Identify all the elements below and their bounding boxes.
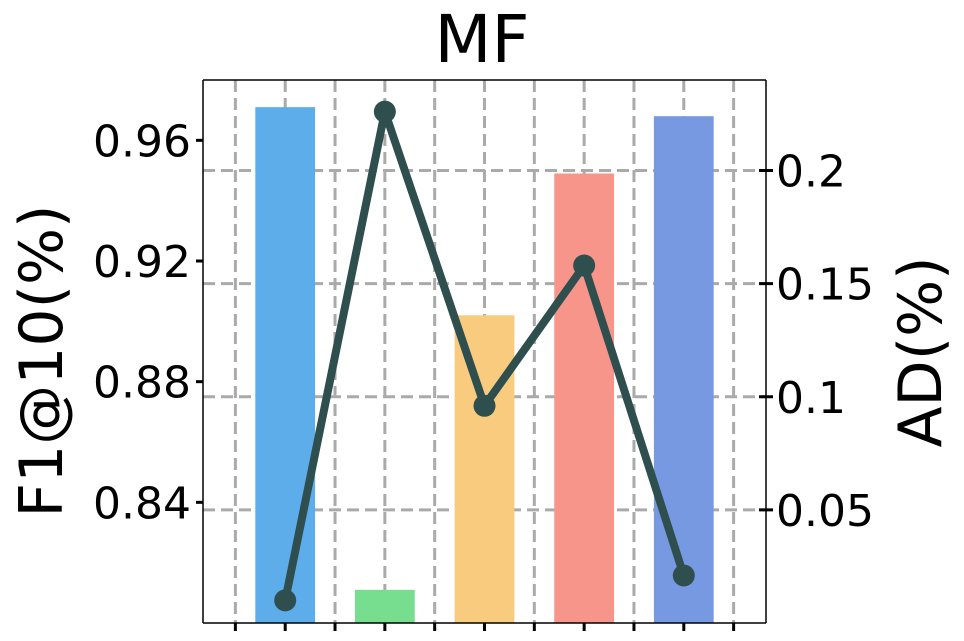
line-point bbox=[373, 100, 396, 123]
line-series bbox=[274, 100, 695, 612]
bar bbox=[653, 116, 714, 623]
line-point bbox=[573, 254, 596, 277]
y-tick-label: 0.84 bbox=[93, 478, 191, 529]
left-ticks: 0.84 0.88 0.92 0.96 bbox=[93, 116, 203, 529]
bottom-ticks bbox=[233, 623, 736, 631]
y2-tick-label: 0.2 bbox=[776, 147, 846, 198]
y2-tick-label: 0.05 bbox=[776, 486, 874, 537]
y-tick-label: 0.88 bbox=[93, 358, 191, 409]
y2-tick-label: 0.15 bbox=[776, 260, 874, 311]
y-tick-label: 0.92 bbox=[93, 237, 191, 288]
chart-title: MF bbox=[435, 1, 530, 78]
line-point bbox=[473, 394, 496, 417]
y-axis-label: F1@10(%) bbox=[7, 205, 77, 518]
bar bbox=[554, 173, 615, 623]
y-tick-label: 0.96 bbox=[93, 116, 191, 167]
right-ticks: 0.05 0.1 0.15 0.2 bbox=[759, 147, 874, 537]
bar bbox=[255, 107, 316, 623]
bar bbox=[454, 315, 515, 623]
line-point bbox=[672, 564, 695, 587]
bar bbox=[354, 589, 415, 623]
y2-axis-label: AD(%) bbox=[886, 256, 956, 447]
line-point bbox=[274, 589, 297, 612]
y2-tick-label: 0.1 bbox=[776, 373, 846, 424]
bar-series bbox=[255, 107, 714, 623]
